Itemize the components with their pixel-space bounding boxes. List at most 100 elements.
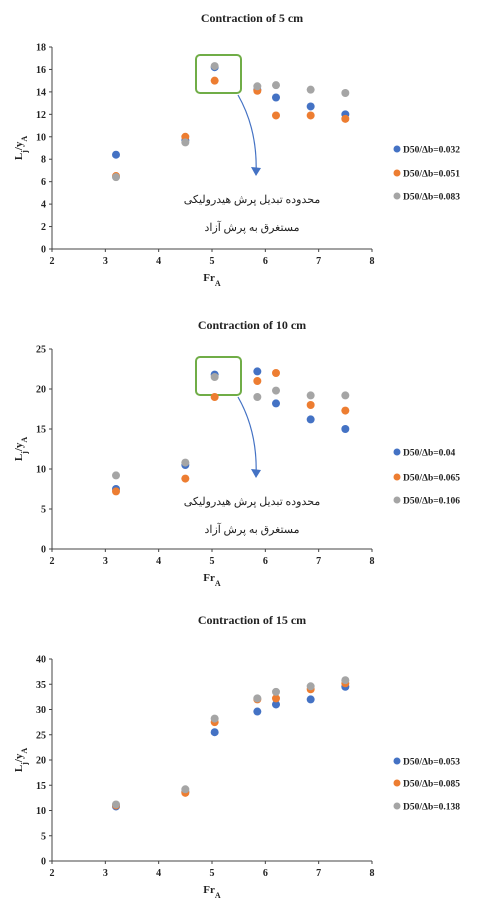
y-axis-label: Lj/yA <box>13 437 29 462</box>
data-point-series-2 <box>253 694 262 703</box>
data-point-series-1 <box>272 694 280 703</box>
y-tick-label: 0 <box>41 545 46 556</box>
data-point-series-1 <box>272 369 280 377</box>
x-tick-label: 7 <box>316 256 321 267</box>
y-tick-label: 5 <box>41 831 46 842</box>
data-point-series-2 <box>306 682 315 691</box>
data-point-series-0 <box>306 695 315 704</box>
data-point-series-1 <box>341 114 350 123</box>
x-tick-label: 5 <box>210 256 215 267</box>
y-tick-label: 0 <box>41 857 46 868</box>
data-point-series-2 <box>181 785 190 794</box>
x-axis-label: FrA <box>203 884 221 900</box>
annotation-arrowhead <box>251 167 261 176</box>
data-point-series-2 <box>306 85 315 94</box>
data-point-series-0 <box>306 102 315 111</box>
legend-entry: D50/Δb=0.083 <box>403 193 460 203</box>
data-point-series-2 <box>112 173 120 182</box>
x-tick-label: 3 <box>103 256 108 267</box>
data-point-series-2 <box>253 393 262 401</box>
data-point-series-2 <box>272 81 280 90</box>
x-tick-label: 8 <box>370 256 375 267</box>
annotation-arrowhead <box>251 469 261 478</box>
x-tick-label: 5 <box>210 556 215 567</box>
data-point-series-0 <box>341 425 350 433</box>
data-point-series-0 <box>112 150 120 159</box>
legend-marker <box>393 757 401 765</box>
data-point-series-2 <box>272 386 280 395</box>
y-tick-label: 2 <box>41 222 46 233</box>
data-point-series-2 <box>341 391 350 400</box>
x-axis-label: FrA <box>203 272 221 288</box>
x-tick-label: 2 <box>50 556 55 567</box>
y-tick-label: 4 <box>41 200 46 211</box>
data-point-series-1 <box>306 111 315 120</box>
y-tick-label: 5 <box>41 505 46 516</box>
annotation-arrow <box>237 94 257 176</box>
legend-entry: D50/Δb=0.138 <box>403 803 460 813</box>
y-tick-label: 12 <box>36 110 46 121</box>
annotation-box <box>195 356 242 396</box>
annotation-text-line2: مستغرق به پرش آزاد <box>204 523 299 536</box>
y-tick-label: 30 <box>36 705 46 716</box>
x-tick-label: 6 <box>263 556 268 567</box>
data-point-series-0 <box>272 93 280 102</box>
legend-entry: D50/Δb=0.065 <box>403 474 460 484</box>
data-point-series-1 <box>181 132 190 141</box>
annotation-text-line1: محدوده تبدیل پرش هیدرولیکی <box>184 496 321 508</box>
x-tick-label: 3 <box>103 556 108 567</box>
data-point-series-2 <box>253 82 262 91</box>
x-tick-label: 4 <box>156 868 161 879</box>
y-tick-label: 20 <box>36 756 46 767</box>
legend-marker <box>393 496 401 504</box>
x-tick-label: 2 <box>50 868 55 879</box>
chart-title: Contraction of 10 cm <box>198 318 306 332</box>
data-point-series-1 <box>341 406 350 415</box>
y-tick-label: 15 <box>36 425 46 436</box>
x-tick-label: 3 <box>103 868 108 879</box>
legend-marker <box>393 802 401 810</box>
data-point-series-0 <box>272 700 280 709</box>
legend-marker <box>393 448 401 456</box>
data-point-series-2 <box>341 89 350 98</box>
y-tick-label: 14 <box>36 87 46 98</box>
x-axis-label: FrA <box>203 572 221 588</box>
y-tick-label: 40 <box>36 655 46 666</box>
x-tick-label: 5 <box>210 868 215 879</box>
legend-entry: D50/Δb=0.053 <box>403 758 460 768</box>
chart-contraction-10cm: Contraction of 10 cm 0 5 10 15 20 25 2 3 4 5 6 7 8 FrA… <box>13 318 460 588</box>
data-point-series-0 <box>210 728 219 737</box>
y-tick-label: 35 <box>36 680 46 691</box>
annotation-text-line2: مستغرق به پرش آزاد <box>204 221 299 234</box>
data-point-series-2 <box>210 714 219 723</box>
data-point-series-2 <box>341 676 350 685</box>
annotation-arrow <box>237 396 257 478</box>
chart-title: Contraction of 5 cm <box>201 11 303 25</box>
y-tick-label: 25 <box>36 730 46 741</box>
data-point-series-2 <box>210 62 219 71</box>
y-tick-label: 6 <box>41 177 46 188</box>
y-tick-label: 15 <box>36 781 46 792</box>
y-tick-label: 10 <box>36 806 46 817</box>
y-tick-label: 0 <box>41 245 46 256</box>
data-point-series-0 <box>272 399 280 408</box>
y-tick-label: 8 <box>41 155 46 166</box>
legend-entry: D50/Δb=0.032 <box>403 146 460 156</box>
data-point-series-1 <box>272 111 280 120</box>
legend-entry: D50/Δb=0.085 <box>403 780 460 790</box>
x-tick-label: 8 <box>370 556 375 567</box>
y-axis-label: Lj/yA <box>13 748 29 773</box>
x-tick-label: 4 <box>156 256 161 267</box>
legend-entry: D50/Δb=0.051 <box>403 170 460 180</box>
data-point-series-0 <box>306 415 315 424</box>
data-point-series-1 <box>210 393 219 401</box>
data-point-series-0 <box>253 367 262 376</box>
legend-marker <box>393 192 401 200</box>
x-tick-label: 6 <box>263 256 268 267</box>
data-point-series-2 <box>272 687 280 696</box>
legend-marker <box>393 473 401 481</box>
x-tick-label: 7 <box>316 868 321 879</box>
data-point-series-1 <box>181 474 190 483</box>
data-point-series-1 <box>306 401 315 409</box>
x-tick-label: 8 <box>370 868 375 879</box>
